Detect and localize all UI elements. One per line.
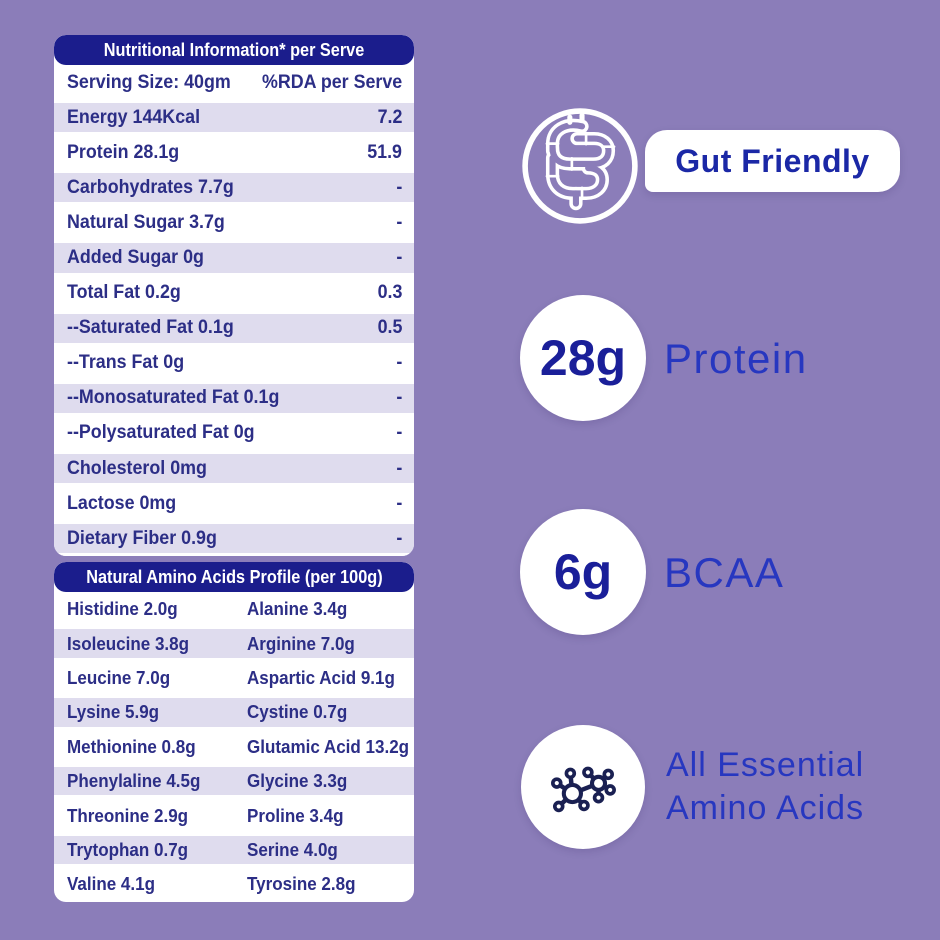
nutrition-row-label: --Polysaturated Fat 0g [67,422,255,444]
amino-left-cell: Trytophan 0.7g [67,838,189,860]
amino-right-cell: Glutamic Acid 13.2g [247,735,410,757]
amino-row: Methionine 0.8g Glutamic Acid 13.2g [54,730,414,764]
amino-right-cell: Serine 4.0g [247,838,338,860]
nutrition-row-value: - [396,176,402,198]
amino-left-cell: Histidine 2.0g [67,598,178,620]
nutrition-row-value: - [396,247,402,269]
rda-column-label: %RDA per Serve [261,71,402,93]
nutrition-row-value: 51.9 [367,141,402,163]
nutrition-row: Natural Sugar 3.7g - [54,205,414,240]
amino-left-cell: Isoleucine 3.8g [67,632,190,654]
amino-left-cell: Methionine 0.8g [67,735,196,757]
nutrition-row: --Polysaturated Fat 0g - [54,416,414,451]
nutrition-row-value: 0.5 [377,317,402,339]
gut-friendly-badge: Gut Friendly [645,130,900,192]
amino-acids-label: All Essential Amino Acids [666,744,864,830]
protein-amount: 28g [539,330,627,386]
nutrition-table-title: Nutritional Information* per Serve [103,39,365,60]
nutrition-row-label: Total Fat 0.2g [67,282,181,304]
protein-label: Protein [664,335,808,382]
amino-right-cell: Cystine 0.7g [247,701,348,723]
nutrition-row-label: Added Sugar 0g [67,247,204,269]
nutrition-row-label: --Saturated Fat 0.1g [67,317,234,339]
nutrition-table: Nutritional Information* per Serve Servi… [54,35,414,556]
amino-acids-table: Natural Amino Acids Profile (per 100g) H… [54,562,414,902]
amino-left-cell: Threonine 2.9g [67,804,189,826]
nutrition-row-label: Energy 144Kcal [67,106,201,128]
amino-row: Trytophan 0.7g Serine 4.0g [54,832,414,868]
nutrition-row-label: Lactose 0mg [67,492,177,514]
amino-row: Lysine 5.9g Cystine 0.7g [54,695,414,730]
nutrition-table-title-bar: Nutritional Information* per Serve [54,35,414,65]
nutrition-row-label: Dietary Fiber 0.9g [67,527,217,549]
amino-row: Valine 4.1g Tyrosine 2.8g [54,867,414,901]
nutrition-row: --Saturated Fat 0.1g 0.5 [54,310,414,346]
nutrition-rows: Energy 144Kcal 7.2 Protein 28.1g 51.9 Carboh… [54,100,414,556]
nutrition-row: --Monosaturated Fat 0.1g - [54,380,414,416]
amino-left-cell: Leucine 7.0g [67,666,171,688]
amino-row: Histidine 2.0g Alanine 3.4g [54,592,414,626]
amino-right-cell: Proline 3.4g [247,804,344,826]
amino-right-cell: Glycine 3.3g [247,770,348,792]
nutrition-row-label: Protein 28.1g [67,141,180,163]
nutrition-row-value: - [396,422,402,444]
amino-right-cell: Tyrosine 2.8g [247,873,356,895]
nutrition-row: --Trans Fat 0g - [54,346,414,381]
serving-size-label: Serving Size: 40gm [67,71,231,93]
amino-acids-label-line1: All Essential [666,746,865,784]
nutrition-columns-row: Serving Size: 40gm %RDA per Serve [54,65,414,100]
nutrition-row-label: Carbohydrates 7.7g [67,176,234,198]
amino-left-cell: Lysine 5.9g [67,701,160,723]
nutrition-row: Cholesterol 0mg - [54,451,414,487]
nutrition-row: Lactose 0mg - [54,486,414,521]
amino-row: Leucine 7.0g Aspartic Acid 9.1g [54,661,414,695]
nutrition-row: Dietary Fiber 0.9g - [54,521,414,556]
amino-row: Threonine 2.9g Proline 3.4g [54,798,414,832]
amino-rows: Histidine 2.0g Alanine 3.4g Isoleucine 3.8… [54,592,414,902]
bcaa-label: BCAA [664,549,785,596]
nutrition-row-value: - [396,211,402,233]
bcaa-amount: 6g [553,544,613,600]
nutrition-row-label: Natural Sugar 3.7g [67,211,225,233]
protein-amount-circle: 28g [520,295,646,421]
nutrition-row: Added Sugar 0g - [54,240,414,276]
nutrition-row-label: Cholesterol 0mg [67,457,207,479]
amino-row: Phenylaline 4.5g Glycine 3.3g [54,763,414,799]
nutrition-row-value: 7.2 [377,106,402,128]
nutrition-row: Carbohydrates 7.7g - [54,170,414,206]
intestine-icon [519,105,641,227]
nutrition-row-value: - [396,457,402,479]
nutrition-row: Total Fat 0.2g 0.3 [54,276,414,311]
nutrition-row: Protein 28.1g 51.9 [54,135,414,170]
amino-left-cell: Phenylaline 4.5g [67,770,201,792]
molecule-icon [521,725,645,849]
nutrition-row-value: - [396,352,402,374]
bcaa-amount-circle: 6g [520,509,646,635]
amino-table-title-bar: Natural Amino Acids Profile (per 100g) [54,562,414,592]
nutrition-row-value: - [396,492,402,514]
nutrition-row-value: - [396,387,402,409]
nutrition-row-label: --Trans Fat 0g [67,352,185,374]
nutrition-row-value: 0.3 [377,282,402,304]
amino-right-cell: Arginine 7.0g [247,632,355,654]
amino-row: Isoleucine 3.8g Arginine 7.0g [54,626,414,661]
amino-right-cell: Alanine 3.4g [247,598,348,620]
gut-friendly-label: Gut Friendly [675,142,870,179]
amino-right-cell: Aspartic Acid 9.1g [247,666,395,688]
nutrition-row: Energy 144Kcal 7.2 [54,100,414,136]
amino-left-cell: Valine 4.1g [67,873,155,895]
amino-acids-label-line2: Amino Acids [666,789,865,827]
amino-table-title: Natural Amino Acids Profile (per 100g) [85,566,383,587]
nutrition-row-label: --Monosaturated Fat 0.1g [67,387,280,409]
nutrition-row-value: - [396,527,402,549]
